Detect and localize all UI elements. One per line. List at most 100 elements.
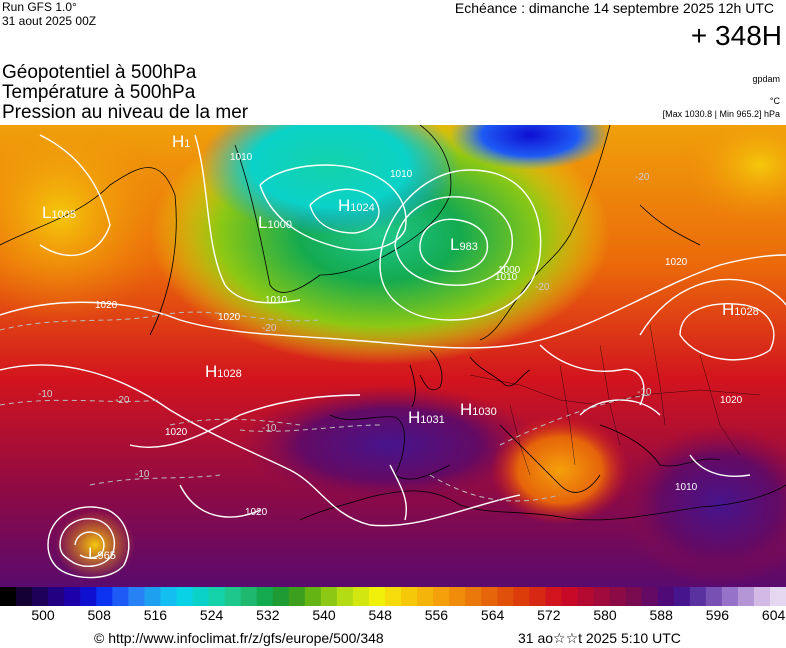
colorbar-swatch: [16, 587, 33, 606]
colorbar-swatch: [465, 587, 482, 606]
colorbar-swatch: [657, 587, 675, 606]
colorbar-swatch: [481, 587, 498, 606]
colorbar-tick-label: 516: [143, 607, 168, 623]
high-pressure-center: H1: [172, 132, 190, 151]
colorbar-swatch: [80, 587, 97, 606]
colorbar-tick-label: 588: [649, 607, 673, 623]
unit-celsius: °C: [769, 96, 780, 106]
colorbar-tick-label: 604: [761, 607, 786, 623]
colorbar-swatch: [64, 587, 81, 606]
colorbar-swatch: [561, 587, 578, 606]
isotherm-label: -10: [135, 469, 150, 480]
isobar-label: 1020: [720, 395, 743, 406]
colorbar-tick-label: 548: [368, 607, 392, 623]
colorbar-tick-label: 564: [480, 607, 505, 623]
isotherm-label: -10: [262, 423, 277, 434]
colorbar-swatch: [449, 587, 466, 606]
unit-gpdam: gpdam: [752, 74, 780, 84]
colorbar-tick-label: 556: [424, 607, 449, 623]
colorbar-swatch: [384, 587, 402, 606]
colorbar-swatch: [304, 587, 322, 606]
colorbar-swatch: [288, 587, 306, 606]
colorbar-swatch: [593, 587, 611, 606]
isobar-label: 1020: [665, 257, 688, 268]
colorbar-tick-label: 508: [87, 607, 111, 623]
isobar-label: 1020: [218, 312, 241, 323]
isobar-label: 1010: [265, 295, 288, 306]
colorbar-tick-label: 500: [31, 607, 55, 623]
high-pressure-center: H1028: [205, 362, 242, 381]
isotherm-label: -20: [262, 323, 277, 334]
colorbar-swatch: [769, 587, 786, 606]
pressure-centers: H1028 H1031 H1030 H1028 H1024 H1 L1005 L…: [42, 132, 759, 563]
model-run-date: 31 aout 2025 00Z: [2, 14, 97, 28]
isotherm-label: -10: [637, 387, 652, 398]
colorbar-swatch: [208, 587, 226, 606]
colorbar-ticks: 500 508 516 524 532 540 548 556 564 572 580 588 596 6…: [0, 607, 786, 625]
forecast-lead-time: + 348H: [690, 20, 782, 51]
isobar-label: 1010: [675, 482, 698, 493]
colorbar-swatch: [0, 587, 17, 606]
colorbar-swatch: [352, 587, 370, 606]
colorbar-tick-label: 524: [199, 607, 224, 623]
colorbar-swatch: [689, 587, 707, 606]
colorbar-swatch: [609, 587, 627, 606]
colorbar-swatch: [160, 587, 177, 606]
isotherm-label: -20: [115, 395, 130, 406]
isobar-label: 1010: [390, 169, 413, 180]
weather-map: 1020 1020 1020 1020 1020 1020 1010 1010 …: [0, 125, 786, 587]
low-pressure-center: L983: [450, 235, 478, 254]
high-pressure-center: H1030: [460, 400, 497, 419]
colorbar-swatch: [545, 587, 562, 606]
colorbar-swatch: [48, 587, 65, 606]
isobar-label: 1010: [495, 272, 518, 283]
colorbar-swatch: [721, 587, 739, 606]
forecast-valid-time: Echéance : dimanche 14 septembre 2025 12…: [454, 0, 774, 16]
colorbar-swatch: [641, 587, 659, 606]
isotherm-label: -20: [635, 172, 650, 183]
low-pressure-center: L965: [88, 544, 116, 563]
isobar-label: 1010: [230, 152, 253, 163]
colorbar-swatch: [336, 587, 354, 606]
colorbar-swatch: [513, 587, 530, 606]
colorbar-swatch: [112, 587, 129, 606]
coastlines: [0, 125, 786, 521]
isotherm-label: -20: [535, 282, 550, 293]
colorbar-swatch: [577, 587, 595, 606]
colorbar-swatch: [176, 587, 193, 606]
title-geopotential: Géopotentiel à 500hPa: [2, 62, 197, 83]
colorbar-tick-label: 540: [312, 607, 336, 623]
colorbar-tick-label: 572: [537, 607, 561, 623]
model-run-title: Run GFS 1.0°: [2, 0, 77, 14]
isobar-label: 1020: [245, 507, 268, 518]
colorbar-tick-label: 532: [256, 607, 280, 623]
colorbar-swatch: [240, 587, 258, 606]
high-pressure-center: H1028: [722, 300, 759, 319]
isotherms: [0, 311, 651, 502]
isotherm-label: -10: [38, 389, 53, 400]
high-pressure-center: H1024: [338, 196, 375, 215]
colorbar-swatch: [625, 587, 643, 606]
isotherm-labels: -20 -20 -20 -10 -10 -10 -10 -20: [38, 172, 652, 480]
colorbar-swatch: [144, 587, 161, 606]
colorbar-swatch: [401, 587, 418, 606]
low-pressure-center: L1005: [42, 203, 76, 222]
colorbar-swatch: [529, 587, 546, 606]
colorbar-swatch: [224, 587, 242, 606]
low-pressure-center: L1000: [258, 213, 292, 232]
colorbar-swatch: [32, 587, 49, 606]
colorbar-swatch: [368, 587, 386, 606]
colorbar-swatch: [320, 587, 338, 606]
colorbar-swatch: [737, 587, 755, 606]
title-temperature: Température à 500hPa: [2, 82, 196, 103]
colorbar-tick-label: 580: [593, 607, 617, 623]
colorbar-swatch: [497, 587, 514, 606]
colorbar-tick-label: 596: [705, 607, 730, 623]
colorbar-swatch: [753, 587, 771, 606]
colorbar-swatch: [272, 587, 290, 606]
isobar-labels: 1020 1020 1020 1020 1020 1020 1010 1010 …: [95, 152, 743, 518]
title-sea-level-pressure: Pression au niveau de la mer: [2, 102, 249, 123]
footer-timestamp: 31 ao☆☆t 2025 5:10 UTC: [518, 630, 681, 646]
colorbar-swatch: [705, 587, 723, 606]
isobar-label: 1020: [165, 427, 188, 438]
